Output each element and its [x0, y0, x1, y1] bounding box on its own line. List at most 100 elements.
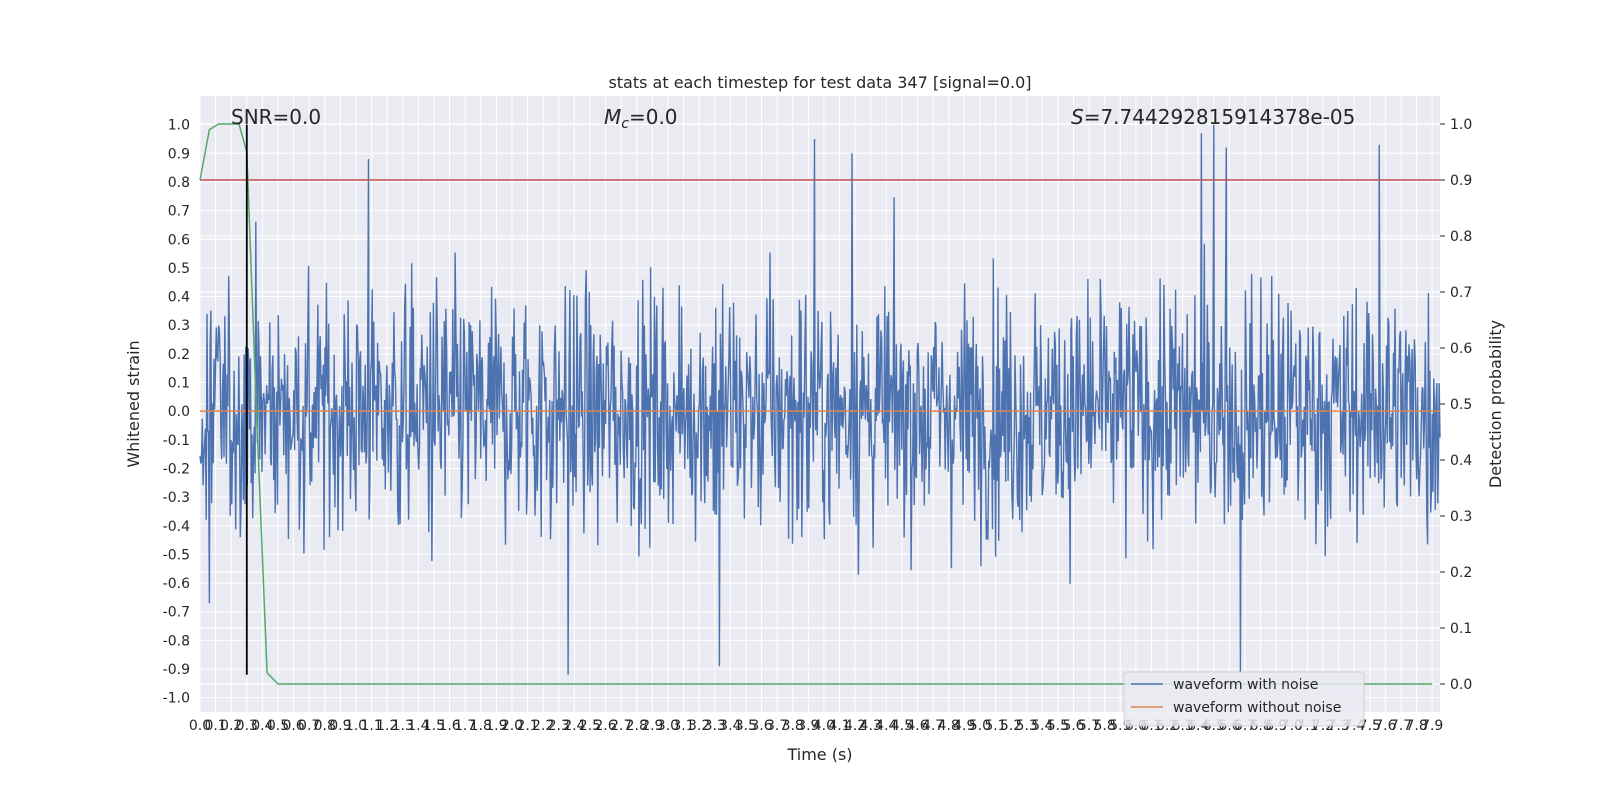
legend: waveform with noise waveform without noi…	[1123, 671, 1365, 727]
x-tick-label: 1.0	[345, 718, 367, 734]
x-tick-label: 3.2	[688, 718, 710, 734]
x-tick-label: 2.4	[563, 718, 585, 734]
x-tick-label: 0.9	[329, 718, 351, 734]
x-tick-label: 5.8	[1094, 718, 1116, 734]
y-tick-label: 0.6	[168, 232, 190, 248]
x-tick-label: 0.5	[267, 718, 289, 734]
x-tick-label: 7.8	[1405, 718, 1427, 734]
x-tick-label: 5.3	[1016, 718, 1038, 734]
y-tick-label: 0.5	[168, 261, 190, 277]
x-tick-label: 5.5	[1047, 718, 1069, 734]
x-tick-label: 4.0	[813, 718, 835, 734]
y-tick-label: 1.0	[168, 118, 190, 134]
x-tick-label: 4.9	[953, 718, 975, 734]
y-tick-label: -0.9	[163, 662, 190, 678]
y-tick-label: -0.1	[163, 433, 190, 449]
x-tick-label: 0.4	[251, 718, 273, 734]
legend-label-clean: waveform without noise	[1173, 700, 1341, 716]
chart-title: stats at each timestep for test data 347…	[608, 73, 1031, 92]
y-tick-label: 0.3	[168, 318, 190, 334]
y-right-tick-label: 0.2	[1450, 565, 1472, 581]
y-tick-label: -0.6	[163, 576, 190, 592]
chirp-mass-subscript: c	[621, 116, 629, 132]
y-tick-label: 0.1	[168, 376, 190, 392]
chart-marks	[199, 123, 1441, 685]
y-tick-label: 0.0	[168, 404, 190, 420]
x-tick-label: 1.5	[423, 718, 445, 734]
x-tick-label: 1.1	[360, 718, 382, 734]
legend-label-noise: waveform with noise	[1173, 677, 1318, 693]
x-tick-label: 1.2	[376, 718, 398, 734]
x-tick-label: 5.4	[1031, 718, 1053, 734]
x-tick-label: 7.6	[1374, 718, 1396, 734]
x-tick-label: 2.9	[641, 718, 663, 734]
x-tick-label: 2.1	[516, 718, 538, 734]
chirp-mass-annotation: Mc=0.0	[604, 105, 678, 132]
y-tick-label: -0.5	[163, 547, 190, 563]
x-tick-label: 3.6	[750, 718, 772, 734]
s-annotation: S=7.744292815914378e-05	[1071, 105, 1355, 129]
x-tick-label: 2.6	[594, 718, 616, 734]
x-tick-label: 1.7	[454, 718, 476, 734]
y-right-tick-label: 0.5	[1450, 397, 1472, 413]
y-tick-label: -0.2	[163, 461, 190, 477]
x-tick-label: 1.9	[485, 718, 507, 734]
y-right-tick-labels: 0.0 0.1 0.2 0.3 0.4 0.5 0.6 0.7 0.8 0.9 1.0	[1440, 117, 1472, 693]
y-tick-label: -0.3	[163, 490, 190, 506]
x-tick-label: 3.0	[657, 718, 679, 734]
x-tick-label: 0.2	[220, 718, 242, 734]
x-tick-label: 3.5	[735, 718, 757, 734]
x-tick-label: 2.8	[626, 718, 648, 734]
x-tick-label: 0.8	[314, 718, 336, 734]
x-tick-label: 0.1	[204, 718, 226, 734]
x-tick-label: 1.8	[470, 718, 492, 734]
x-tick-label: 4.3	[860, 718, 882, 734]
x-tick-label: 2.3	[548, 718, 570, 734]
y-tick-label: -0.8	[163, 633, 190, 649]
x-tick-label: 0.6	[282, 718, 304, 734]
x-tick-label: 3.3	[704, 718, 726, 734]
y-tick-label: 0.9	[168, 146, 190, 162]
y-tick-labels: -1.0 -0.9 -0.8 -0.7 -0.6 -0.5 -0.4 -0.3 -0.2 -0.1…	[163, 118, 190, 707]
x-tick-label: 4.2	[844, 718, 866, 734]
x-tick-label: 4.8	[938, 718, 960, 734]
x-tick-label: 4.7	[922, 718, 944, 734]
x-tick-label: 3.8	[782, 718, 804, 734]
x-tick-label: 0.3	[236, 718, 258, 734]
x-tick-label: 3.4	[719, 718, 741, 734]
x-tick-label: 7.9	[1421, 718, 1443, 734]
x-tick-label: 7.7	[1390, 718, 1412, 734]
x-tick-label: 3.7	[766, 718, 788, 734]
y-tick-label: 0.8	[168, 175, 190, 191]
series-line-waveform-with-noise	[199, 124, 1441, 675]
y-right-tick-label: 0.3	[1450, 509, 1472, 525]
x-tick-label: 1.3	[392, 718, 414, 734]
x-tick-label: 5.2	[1000, 718, 1022, 734]
x-tick-label: 2.7	[610, 718, 632, 734]
y-right-tick-label: 0.6	[1450, 341, 1472, 357]
y-tick-label: 0.4	[168, 290, 190, 306]
y-tick-label: -0.7	[163, 605, 190, 621]
y-right-tick-label: 0.8	[1450, 229, 1472, 245]
y-tick-label: -1.0	[163, 691, 190, 707]
y-right-tick-label: 1.0	[1450, 117, 1472, 133]
y-right-tick-label: 0.1	[1450, 621, 1472, 637]
x-tick-label: 5.6	[1062, 718, 1084, 734]
x-tick-label: 0.7	[298, 718, 320, 734]
y-tick-label: 0.2	[168, 347, 190, 363]
x-tick-label: 0.0	[189, 718, 211, 734]
x-tick-label: 4.1	[828, 718, 850, 734]
x-tick-label: 1.4	[407, 718, 429, 734]
x-tick-label: 4.4	[875, 718, 897, 734]
x-axis-label: Time (s)	[786, 745, 852, 764]
x-tick-label: 3.9	[797, 718, 819, 734]
chirp-mass-value: =0.0	[629, 105, 678, 129]
s-value: =7.744292815914378e-05	[1084, 105, 1356, 129]
y-right-tick-label: 0.4	[1450, 453, 1472, 469]
x-tick-label: 2.0	[501, 718, 523, 734]
y-right-tick-label: 0.9	[1450, 173, 1472, 189]
s-symbol: S	[1071, 105, 1084, 129]
x-tick-label: 1.6	[438, 718, 460, 734]
x-tick-label: 4.5	[891, 718, 913, 734]
